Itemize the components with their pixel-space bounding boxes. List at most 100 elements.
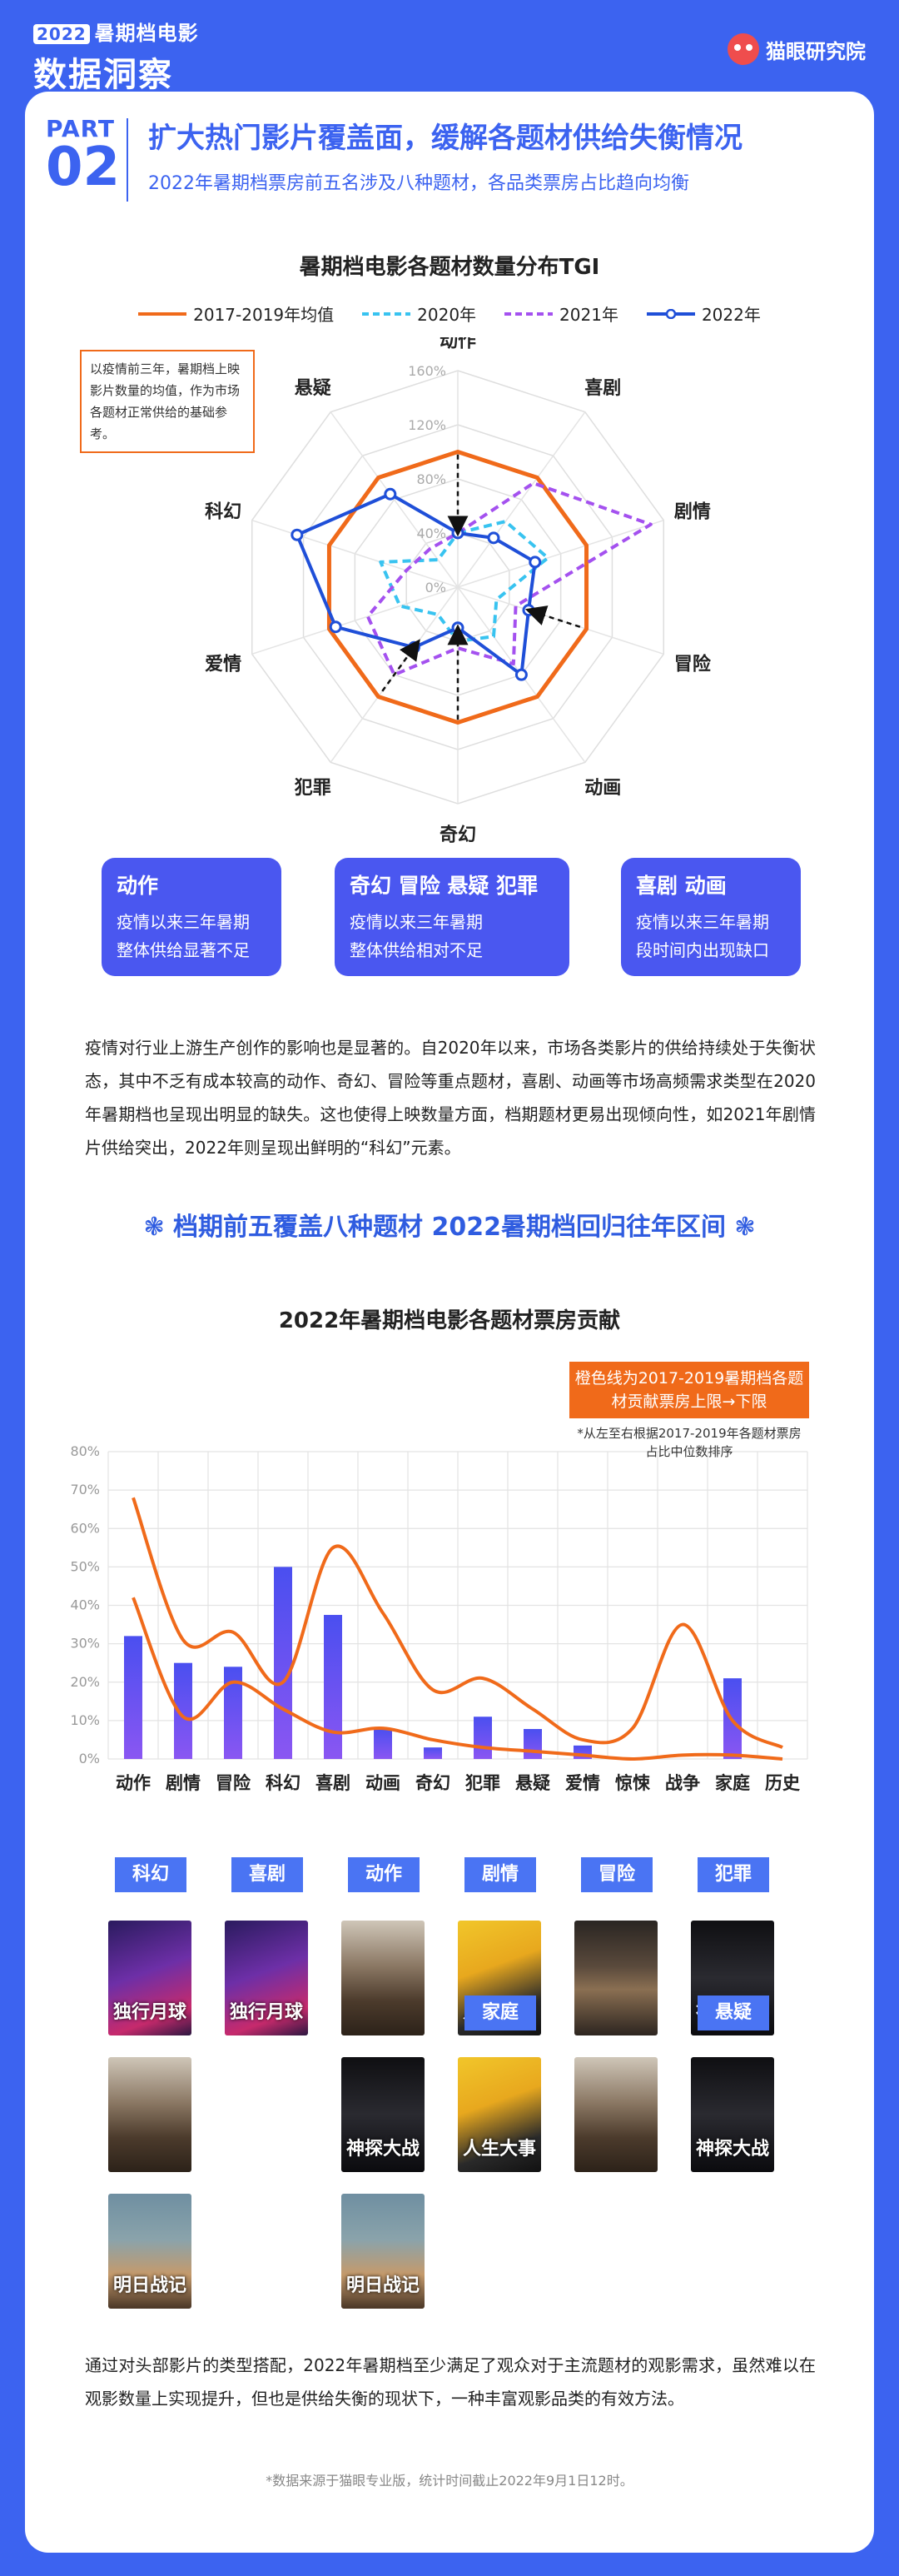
x-tick-label: 爱情 <box>565 1773 600 1793</box>
bar <box>524 1729 542 1759</box>
x-tick-label: 动作 <box>116 1773 151 1793</box>
bar <box>224 1667 242 1759</box>
movie-poster <box>574 1921 658 2035</box>
legend-label: 2021年 <box>559 305 618 325</box>
legend-label: 2020年 <box>417 305 477 325</box>
radar-point <box>291 528 304 541</box>
radar-axis-label: 奇幻 <box>440 824 476 845</box>
poster-title: 明日战记 <box>345 2275 420 2296</box>
section-banner: ❃ 档期前五覆盖八种题材 2022暑期档回归往年区间 ❃ <box>143 1213 756 1242</box>
y-tick-label: 70% <box>70 1482 100 1497</box>
part-label: PART 02 <box>46 115 121 198</box>
x-tick-label: 犯罪 <box>464 1773 500 1793</box>
pill-title: 喜剧 动画 <box>636 874 727 898</box>
divider <box>127 118 128 202</box>
radar-point <box>514 668 528 681</box>
y-tick-label: 40% <box>70 1597 100 1613</box>
movie-poster: 明日战记 <box>341 2194 425 2309</box>
genre-tag: 家庭 <box>464 1996 536 2030</box>
x-tick-label: 惊悚 <box>615 1773 651 1793</box>
pill-title: 奇幻 冒险 悬疑 犯罪 <box>350 874 539 898</box>
genre-tag: 悬疑 <box>698 1996 769 2030</box>
paragraph-1: 疫情对行业上游生产创作的影响也是显著的。自2020年以来，市场各类影片的供给持续… <box>85 1038 816 1158</box>
radar-axis-label: 剧情 <box>674 501 711 522</box>
radar-tick-label: 0% <box>425 580 446 595</box>
pill-desc: 疫情以来三年暑期 整体供给相对不足 <box>350 912 483 960</box>
x-tick-label: 历史 <box>765 1773 801 1793</box>
radar-point <box>522 604 535 617</box>
genre-tag: 科幻 <box>115 1857 186 1892</box>
x-tick-label: 家庭 <box>715 1773 750 1793</box>
radar-tick-label: 120% <box>408 417 446 433</box>
y-tick-label: 50% <box>70 1558 100 1574</box>
poster-title: 独行月球 <box>112 2002 186 2023</box>
part-number: 02 <box>46 137 121 198</box>
movie-poster <box>341 1921 425 2035</box>
data-source-note: *数据来源于猫眼专业版，统计时间截止2022年9月1日12时。 <box>266 2473 633 2489</box>
report-line2: 数据洞察 <box>33 56 173 94</box>
y-tick-label: 80% <box>70 1443 100 1459</box>
radar-axis-label: 科幻 <box>205 501 241 522</box>
gap-arrow <box>524 605 581 628</box>
pill-desc: 疫情以来三年暑期 段时间内出现缺口 <box>636 912 769 960</box>
radar-axis-label: 爱情 <box>205 654 241 675</box>
section-title: 扩大热门影片覆盖面，缓解各题材供给失衡情况 <box>148 122 743 155</box>
radar-legend: 2017-2019年均值 2020年 2021年 2022年 <box>25 301 874 326</box>
bar <box>274 1567 292 1759</box>
radar-axis-label: 喜剧 <box>584 377 621 399</box>
radar-series-line <box>326 450 589 725</box>
chart-footnote: *从左至右根据2017-2019年各题材票房占比中位数排序 <box>577 1426 802 1459</box>
radar-tick-label: 160% <box>408 363 446 379</box>
radar-title: 暑期档电影各题材数量分布TGI <box>299 255 600 280</box>
legend-item: 2020年 <box>362 301 476 326</box>
bar <box>174 1662 192 1759</box>
radar-axis-label: 动画 <box>584 778 621 799</box>
legend-label: 2017-2019年均值 <box>193 305 335 325</box>
pill-desc: 疫情以来三年暑期 整体供给显著不足 <box>117 912 250 960</box>
movie-poster: 神探大战 <box>341 2057 425 2172</box>
pill-title: 动作 <box>117 874 159 898</box>
brand: 猫眼研究院 <box>728 33 866 65</box>
movie-poster <box>108 2057 191 2172</box>
y-tick-label: 60% <box>70 1520 100 1536</box>
legend-label: 2022年 <box>701 305 761 325</box>
poster-title: 人生大事 <box>462 2139 536 2160</box>
radar-spoke <box>251 519 459 588</box>
pill-card: 奇幻 冒险 悬疑 犯罪 疫情以来三年暑期 整体供给相对不足 <box>335 858 569 976</box>
radar-point <box>451 621 464 635</box>
x-tick-label: 科幻 <box>266 1773 300 1793</box>
brand-name: 猫眼研究院 <box>766 39 866 63</box>
radar-point <box>529 556 542 569</box>
genre-tag: 犯罪 <box>698 1857 769 1892</box>
legend-item: 2017-2019年均值 <box>138 301 334 326</box>
range-line <box>132 1497 783 1749</box>
genre-tag: 冒险 <box>581 1857 653 1892</box>
paragraph-2: 通过对头部影片的类型搭配，2022年暑期档至少满足了观众对于主流题材的观影需求，… <box>85 2355 816 2409</box>
y-tick-label: 20% <box>70 1674 100 1690</box>
x-tick-label: 冒险 <box>216 1773 251 1793</box>
bar <box>124 1636 142 1759</box>
radar-axis-label: 悬疑 <box>295 378 331 399</box>
year-tag: 2022 <box>33 24 90 44</box>
x-tick-label: 战争 <box>665 1773 700 1793</box>
legend-item: 2022年 <box>646 301 761 326</box>
genre-tag: 喜剧 <box>231 1857 303 1892</box>
poster-title: 神探大战 <box>345 2139 420 2160</box>
bar-title: 2022年暑期档电影各题材票房贡献 <box>278 1308 621 1333</box>
radar-spoke <box>457 519 664 588</box>
radar-tick-label: 40% <box>416 526 446 541</box>
movie-poster: 人生大事 <box>458 2057 541 2172</box>
radar-tick-label: 80% <box>416 471 446 487</box>
report-badge: 2022 暑期档电影 数据洞察 <box>33 17 199 96</box>
legend-item: 2021年 <box>504 301 618 326</box>
y-tick-label: 0% <box>79 1751 100 1766</box>
radar-axis-label: 动作 <box>440 337 476 352</box>
radar-series-line <box>379 520 550 643</box>
section-subtitle: 2022年暑期档票房前五名涉及八种题材，各品类票房占比趋向均衡 <box>148 173 689 194</box>
movie-poster: 神探大战 <box>691 2057 774 2172</box>
chart-callout: 橙色线为2017-2019暑期档各题材贡献票房上限→下限 <box>569 1362 809 1418</box>
radar-point <box>487 531 500 545</box>
content-card: PART 02 扩大热门影片覆盖面，缓解各题材供给失衡情况 2022年暑期档票房… <box>25 92 874 2553</box>
y-tick-label: 10% <box>70 1712 100 1728</box>
